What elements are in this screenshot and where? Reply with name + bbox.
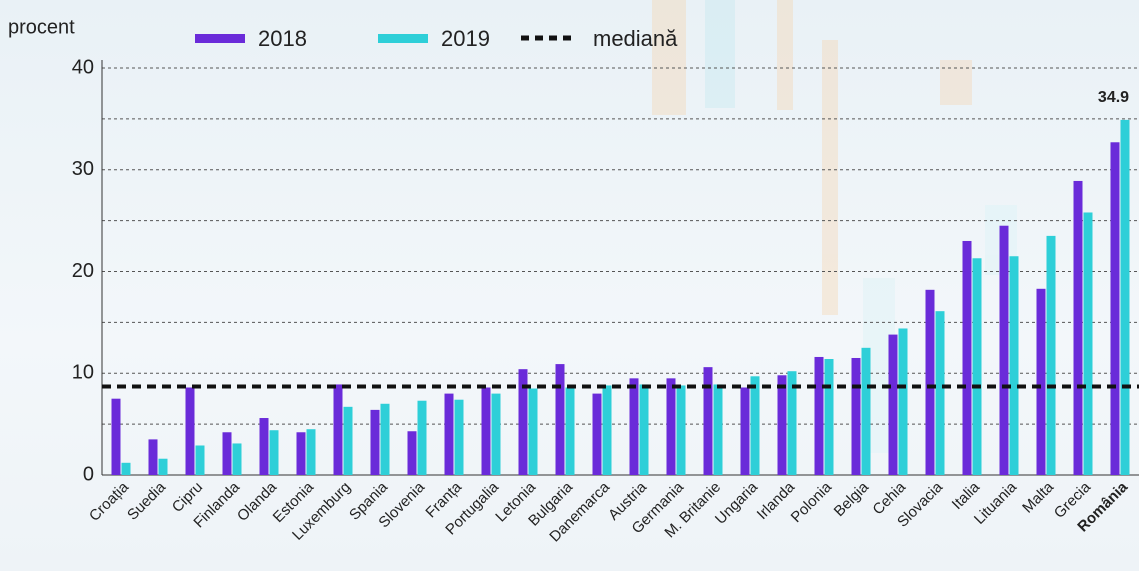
- bar: [185, 387, 195, 475]
- x-tick-label: Ungaria: [712, 478, 762, 528]
- bar: [565, 387, 575, 475]
- legend-label: 2019: [441, 26, 490, 51]
- bar: [602, 385, 612, 475]
- legend-swatch: [195, 34, 245, 43]
- bar: [555, 364, 565, 475]
- bar: [814, 356, 824, 475]
- bar: [888, 334, 898, 475]
- bar: [333, 384, 343, 475]
- bar: [740, 387, 750, 475]
- bar: [343, 406, 353, 475]
- y-tick-label: 10: [72, 362, 94, 384]
- x-tick-label: Suedia: [124, 478, 170, 524]
- bar: [111, 398, 121, 475]
- bar: [898, 328, 908, 475]
- bar: [592, 393, 602, 475]
- bar: [528, 388, 538, 475]
- bar: [713, 384, 723, 475]
- bar: [666, 378, 676, 475]
- bar: [380, 403, 390, 475]
- bar: [787, 371, 797, 475]
- bar: [1036, 288, 1046, 475]
- bar: [481, 387, 491, 475]
- bar: [1083, 212, 1093, 476]
- bar: [417, 400, 427, 475]
- legend-label: 2018: [258, 26, 307, 51]
- x-tick-label: Lituania: [971, 478, 1021, 528]
- bar: [222, 432, 232, 475]
- y-tick-label: 30: [72, 158, 94, 180]
- bar: [269, 430, 279, 475]
- bar: [999, 225, 1009, 475]
- bar: [1120, 119, 1130, 475]
- bar: [121, 462, 131, 475]
- bar: [851, 357, 861, 475]
- bar: [639, 384, 649, 475]
- bar: [518, 369, 528, 475]
- bar: [824, 359, 834, 475]
- bar: [1110, 142, 1120, 475]
- bar: [925, 289, 935, 475]
- x-tick-label: Belgia: [831, 478, 873, 520]
- bar: [259, 418, 269, 475]
- bar: [962, 240, 972, 475]
- bar: [444, 393, 454, 475]
- bar: [935, 311, 945, 475]
- bar: [407, 431, 417, 475]
- bar: [1009, 256, 1019, 475]
- x-tick-label: Polonia: [788, 478, 836, 526]
- bar: [158, 458, 168, 475]
- legend-label: mediană: [593, 26, 678, 51]
- bar: [195, 445, 205, 475]
- bar: [972, 258, 982, 475]
- y-tick-label: 0: [83, 463, 94, 485]
- bar: [370, 409, 380, 475]
- bar: [861, 347, 871, 475]
- bar: [296, 432, 306, 475]
- y-tick-label: 40: [72, 56, 94, 78]
- legend-swatch: [378, 34, 428, 43]
- bar: [148, 439, 158, 475]
- bar: [491, 393, 501, 475]
- bar: [676, 385, 686, 475]
- bar: [777, 375, 787, 475]
- bar: [1073, 180, 1083, 475]
- y-tick-label: 20: [72, 260, 94, 282]
- bar: [703, 367, 713, 475]
- bar: [454, 399, 464, 475]
- bar: [232, 443, 242, 475]
- bar: [306, 429, 316, 475]
- bar: [1046, 235, 1056, 475]
- bar: [750, 376, 760, 475]
- y-axis-label: procent: [8, 16, 75, 38]
- data-label: 34.9: [1098, 89, 1129, 106]
- bar: [629, 378, 639, 475]
